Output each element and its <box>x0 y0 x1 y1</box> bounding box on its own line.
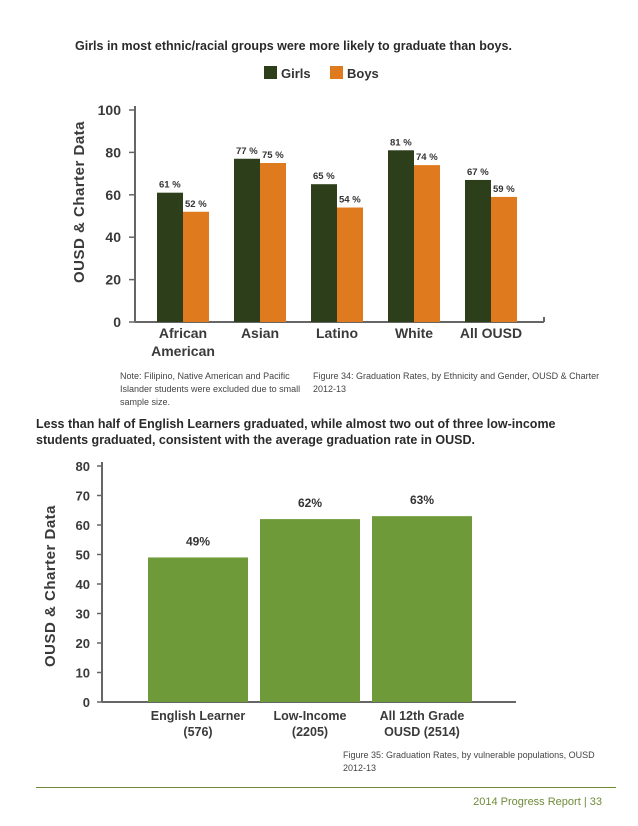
y-tick-label: 100 <box>98 102 122 118</box>
footer: 2014 Progress Report | 33 <box>473 796 602 808</box>
x-category-label: All OUSD <box>460 325 522 341</box>
bar-girls <box>234 158 260 322</box>
data-label-boys: 59 % <box>493 184 515 195</box>
legend-swatch-girls <box>264 66 277 79</box>
y-tick-label: 40 <box>105 229 121 245</box>
data-label-boys: 75 % <box>262 150 284 161</box>
y-tick-label: 20 <box>105 272 121 288</box>
bar-boys <box>414 165 440 322</box>
y-tick-label: 20 <box>76 636 90 651</box>
x-category-label: White <box>395 325 433 341</box>
bar <box>260 519 360 702</box>
y-tick-label: 50 <box>76 548 90 563</box>
x-category-label: (576) <box>183 725 212 739</box>
y-tick-label: 0 <box>83 695 90 710</box>
x-category-label: American <box>151 343 215 359</box>
footer-separator: | <box>583 796 590 808</box>
bar-boys <box>337 207 363 322</box>
y-tick-label: 10 <box>76 666 90 681</box>
bar-girls <box>311 184 337 322</box>
chart-1-caption: Figure 34: Graduation Rates, by Ethnicit… <box>313 371 600 394</box>
bar <box>372 516 472 702</box>
x-category-label: Latino <box>316 325 358 341</box>
data-label-boys: 54 % <box>339 195 361 206</box>
legend-swatch-boys <box>330 66 343 79</box>
legend-label-boys: Boys <box>347 66 379 81</box>
y-tick-label: 60 <box>105 187 121 203</box>
y-tick-label: 30 <box>76 607 90 622</box>
bar-girls <box>157 192 183 322</box>
x-category-label: Low-Income <box>274 709 347 723</box>
data-label: 62% <box>298 496 322 510</box>
data-label: 49% <box>186 534 210 548</box>
data-label-boys: 74 % <box>416 152 438 163</box>
y-axis-title: OUSD & Charter Data <box>71 121 88 283</box>
x-category-label: All 12th Grade <box>380 709 465 723</box>
x-category-label: Asian <box>241 325 279 341</box>
y-tick-label: 80 <box>76 459 90 474</box>
chart-2-headline: Less than half of English Learners gradu… <box>36 417 556 447</box>
data-label-girls: 61 % <box>159 180 181 191</box>
y-tick-label: 60 <box>76 518 90 533</box>
x-category-label: African <box>159 325 207 341</box>
y-axis-title: OUSD & Charter Data <box>42 505 59 667</box>
data-label-girls: 77 % <box>236 146 258 157</box>
y-tick-label: 40 <box>76 577 90 592</box>
x-category-label: English Learner <box>151 709 246 723</box>
legend-label-girls: Girls <box>281 66 311 81</box>
data-label-girls: 81 % <box>390 137 412 148</box>
data-label-girls: 65 % <box>313 171 335 182</box>
bar-girls <box>465 179 491 322</box>
bar-boys <box>183 211 209 322</box>
bar <box>148 557 248 702</box>
chart-1-headline: Girls in most ethnic/racial groups were … <box>75 39 512 53</box>
footer-divider <box>36 787 616 788</box>
footer-page-number: 33 <box>589 796 602 808</box>
footer-report-title: 2014 Progress Report <box>473 796 581 808</box>
chart-1-note: Note: Filipino, Native American and Paci… <box>120 371 301 407</box>
x-category-label: (2205) <box>292 725 328 739</box>
y-tick-label: 80 <box>105 144 121 160</box>
y-tick-label: 70 <box>76 489 90 504</box>
data-label-girls: 67 % <box>467 167 489 178</box>
y-tick-label: 0 <box>113 314 121 330</box>
data-label: 63% <box>410 493 434 507</box>
bar-girls <box>388 150 414 322</box>
x-category-label: OUSD (2514) <box>384 725 460 739</box>
data-label-boys: 52 % <box>185 199 207 210</box>
chart-2-caption: Figure 35: Graduation Rates, by vulnerab… <box>343 750 595 773</box>
bar-boys <box>491 196 517 322</box>
bar-boys <box>260 163 286 322</box>
